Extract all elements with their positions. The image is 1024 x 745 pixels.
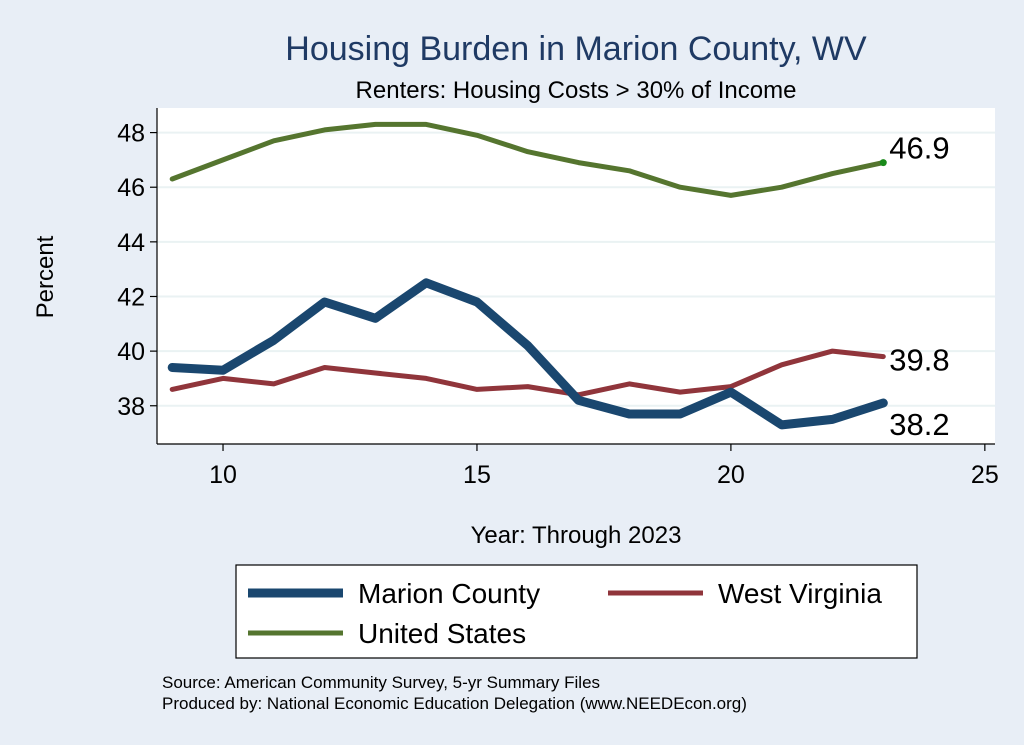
source-note: Source: American Community Survey, 5-yr …: [162, 673, 600, 692]
legend-label-marion-county: Marion County: [358, 578, 540, 609]
end-point-united-states: [879, 159, 887, 167]
x-tick-label: 10: [209, 461, 237, 489]
produced-note: Produced by: National Economic Education…: [162, 694, 747, 713]
series-line-west-virginia: [169, 348, 886, 398]
y-tick-label: 40: [117, 338, 145, 366]
chart-title: Housing Burden in Marion County, WV: [285, 30, 867, 68]
x-tick-label: 25: [971, 461, 999, 489]
legend-label-united-states: United States: [358, 618, 526, 649]
x-axis-label: Year: Through 2023: [471, 522, 682, 549]
series-line-united-states: [169, 121, 886, 198]
y-tick-label: 42: [117, 283, 145, 311]
legend: Marion County West Virginia United States: [248, 578, 882, 649]
legend-box: [235, 564, 918, 659]
x-tick-label: 20: [717, 461, 745, 489]
x-ticks: 10 15 20 25: [209, 444, 999, 489]
end-label-west-virginia: 39.8: [889, 343, 949, 378]
y-axis-label: Percent: [32, 235, 59, 318]
y-ticks: 38 40 42 44 46 48: [117, 120, 157, 421]
series-lines: [167, 121, 888, 430]
legend-label-west-virginia: West Virginia: [718, 578, 882, 609]
y-tick-label: 44: [117, 229, 145, 257]
gridlines: [157, 131, 995, 407]
chart-subtitle: Renters: Housing Costs > 30% of Income: [356, 77, 797, 104]
end-label-united-states: 46.9: [889, 131, 949, 166]
end-labels: 46.9 39.8 38.2: [889, 131, 949, 442]
y-tick-label: 48: [117, 120, 145, 148]
y-tick-label: 46: [117, 174, 145, 202]
end-label-marion-county: 38.2: [889, 407, 949, 442]
axes: [156, 108, 995, 445]
series-line-marion-county: [167, 278, 888, 430]
y-tick-label: 38: [117, 393, 145, 421]
x-tick-label: 15: [463, 461, 491, 489]
